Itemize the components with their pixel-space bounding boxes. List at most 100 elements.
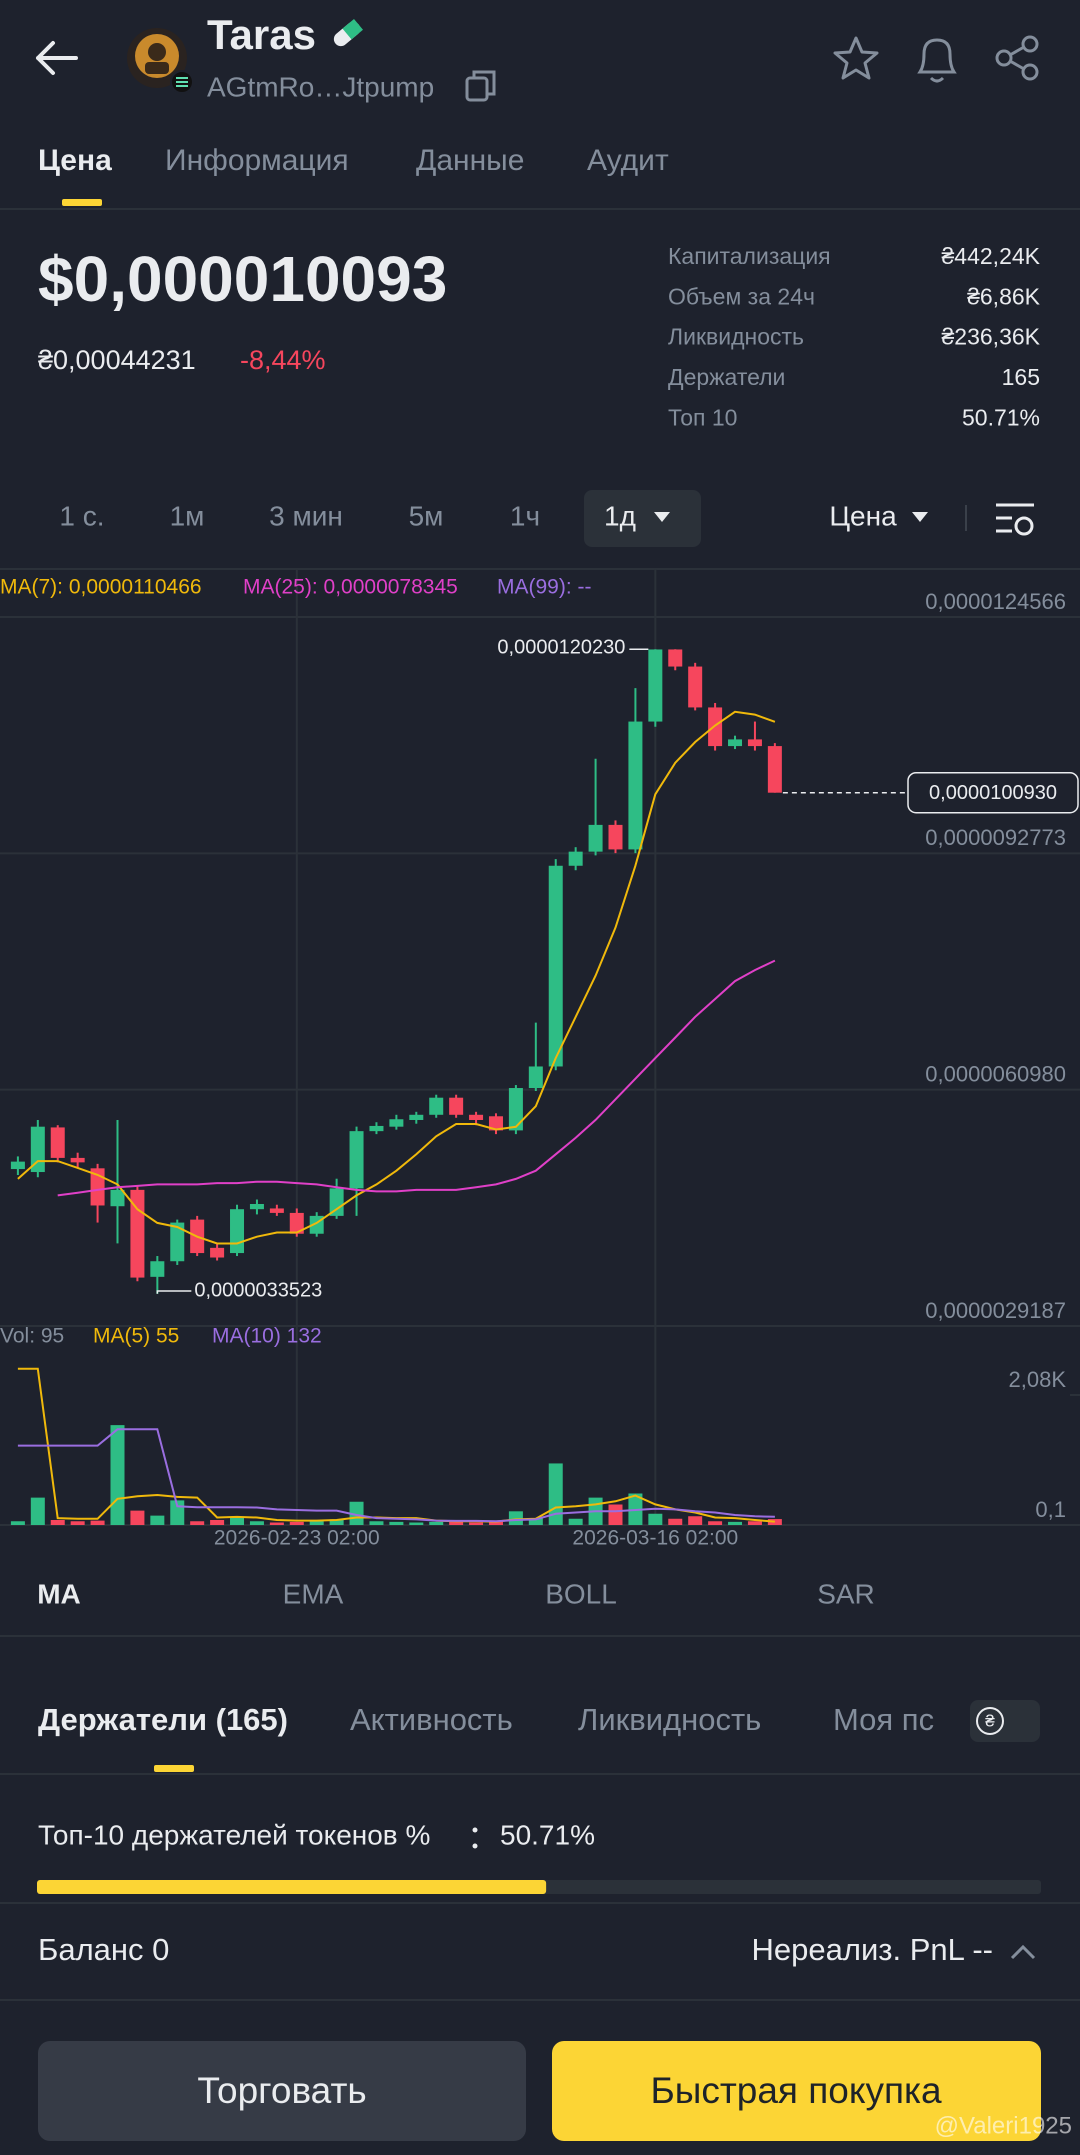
volume-ma-line: [17, 1428, 775, 1523]
candle-body: [269, 1208, 284, 1213]
candle-body: [70, 1157, 85, 1163]
volume-bar: [70, 1521, 85, 1525]
price-change: -8,44%: [240, 345, 326, 375]
balance: Баланс 0: [38, 1932, 169, 1967]
candle-body: [230, 1209, 245, 1254]
dropdown-arrow: [912, 512, 928, 522]
candle-body: [568, 851, 583, 866]
candle-body: [389, 1119, 404, 1127]
candle-body: [449, 1097, 464, 1115]
candle-body: [369, 1125, 384, 1132]
currency-toggle[interactable]: [970, 1700, 1040, 1742]
holder-tab[interactable]: Ликвидность: [578, 1702, 761, 1737]
top10-value: 50.71%: [500, 1819, 595, 1850]
volume-bar: [30, 1497, 45, 1525]
volume-bar: [150, 1515, 165, 1525]
volume-bar: [369, 1521, 384, 1525]
stat-label: Объем за 24ч: [668, 283, 815, 309]
dropdown-arrow: [654, 512, 670, 522]
favorite-button[interactable]: [833, 36, 879, 80]
active-tab-indicator: [154, 1765, 194, 1772]
candle-body: [249, 1203, 264, 1210]
timeframe[interactable]: 1 с.: [59, 500, 104, 531]
volume-bar: [349, 1501, 364, 1525]
last-price-box: [907, 771, 1079, 814]
price-usd: $0,000010093: [38, 243, 447, 315]
candle-body: [528, 1066, 543, 1089]
y-tick-label: 2,08K: [1009, 1367, 1067, 1392]
y-tick-label: 0,0000092773: [925, 825, 1066, 850]
timeframe[interactable]: 3 мин: [269, 500, 343, 531]
volume-bar: [688, 1516, 703, 1525]
chart-settings-button[interactable]: [996, 503, 1034, 536]
volume-bar: [708, 1521, 723, 1525]
trade-button[interactable]: [38, 2041, 526, 2141]
top-tab[interactable]: Аудит: [587, 144, 669, 177]
share-button[interactable]: [995, 35, 1039, 81]
back-button[interactable]: [36, 41, 78, 75]
price-uah: ₴0,00044231: [38, 345, 196, 375]
volume-bar: [309, 1521, 324, 1525]
timeframe[interactable]: 1д: [604, 500, 636, 531]
volume-bar: [50, 1520, 65, 1525]
price-mode[interactable]: Цена: [829, 500, 897, 531]
volume-bar: [409, 1522, 424, 1525]
indicator-tab[interactable]: SAR: [817, 1578, 875, 1609]
indicator-tab[interactable]: EMA: [283, 1578, 344, 1609]
top10-label: Топ-10 держателей токенов %: [38, 1819, 430, 1850]
volume-bar: [648, 1513, 663, 1525]
verified-pill-icon: [333, 18, 363, 47]
indicator-tab[interactable]: MA: [37, 1578, 81, 1609]
candle-body: [767, 746, 782, 793]
copy-button[interactable]: [465, 70, 496, 102]
high-label: 0,0000120230: [497, 637, 625, 659]
timeframe[interactable]: 5м: [409, 500, 444, 531]
timeframe-selected-bg: [584, 490, 701, 547]
currency-icon: [976, 1707, 1004, 1735]
indicator-tab[interactable]: BOLL: [545, 1578, 617, 1609]
volume-bar: [469, 1522, 484, 1525]
candle-body: [150, 1261, 165, 1277]
collapse-chevron[interactable]: [1010, 1944, 1036, 1960]
volume-bars: [10, 1367, 782, 1525]
quick-buy-button-label: Быстрая покупка: [650, 2070, 942, 2111]
ma-line: [57, 959, 776, 1197]
top-tab[interactable]: Данные: [416, 144, 524, 177]
holder-tab[interactable]: Держатели (165): [38, 1702, 288, 1737]
legend-entry: MA(7): 0,0000110466: [0, 576, 202, 599]
stat-value: 165: [1002, 364, 1040, 390]
low-label: 0,0000033523: [194, 1279, 322, 1301]
top-tab[interactable]: Информация: [165, 144, 349, 177]
candle-body: [170, 1222, 185, 1262]
unrealized-pnl: Нереализ. PnL --: [752, 1932, 993, 1967]
timeframe[interactable]: 1м: [170, 500, 205, 531]
timeframe[interactable]: 1ч: [510, 500, 540, 531]
alert-button[interactable]: [917, 38, 957, 83]
x-tick-label: 2026-02-23 02:00: [214, 1527, 380, 1550]
volume-bar: [210, 1520, 225, 1525]
volume-bar: [528, 1518, 543, 1525]
legend-entry: MA(5) 55: [93, 1325, 179, 1348]
candle-body: [688, 666, 703, 708]
top-tab[interactable]: Цена: [38, 144, 112, 177]
progress-fill: [37, 1880, 547, 1894]
stat-label: Топ 10: [668, 404, 737, 430]
candle-body: [488, 1116, 503, 1131]
quick-buy-button[interactable]: [552, 2041, 1041, 2141]
volume-bar: [249, 1521, 264, 1525]
stat-label: Ликвидность: [668, 324, 804, 350]
candle-body: [289, 1212, 304, 1234]
candle-body: [508, 1088, 523, 1131]
stat-value: ₴442,24K: [942, 243, 1041, 269]
info-icon[interactable]: [472, 1827, 478, 1849]
legend-entry: MA(99): --: [497, 576, 592, 599]
y-tick-label: 0,0000029187: [925, 1298, 1066, 1323]
holder-tabs: Держатели (165) Активность Ликвидность Моя …: [38, 1702, 934, 1737]
holder-tab[interactable]: Моя пс: [833, 1702, 934, 1737]
candle-body: [210, 1247, 225, 1258]
holder-tab[interactable]: Активность: [350, 1702, 513, 1737]
currency-symbol: ₴: [985, 1711, 995, 1730]
y-tick-label: 0,0000060980: [925, 1061, 1066, 1086]
volume-bar: [389, 1521, 404, 1525]
volume-bar: [429, 1521, 444, 1525]
